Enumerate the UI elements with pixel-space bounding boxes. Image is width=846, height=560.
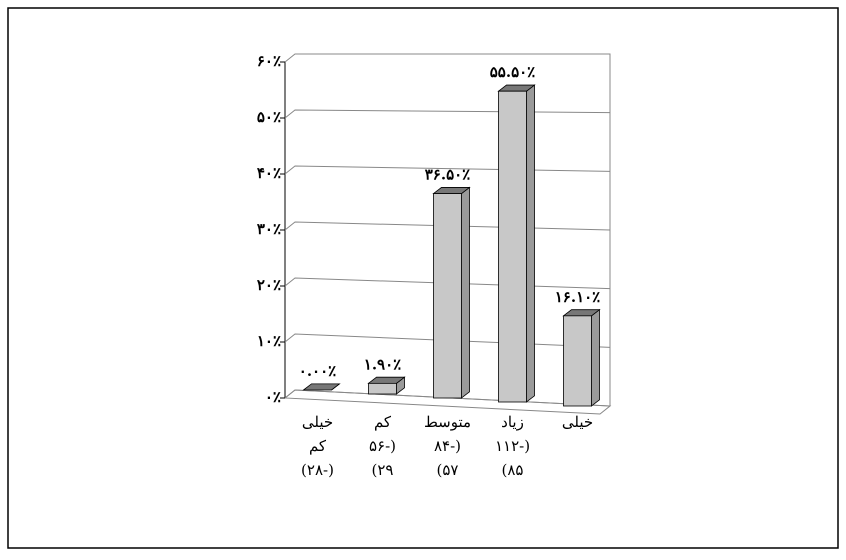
y-tick-label: ۱۰٪ — [257, 332, 281, 350]
bar-side — [527, 85, 535, 402]
bar-side — [462, 187, 470, 398]
x-tick-label: خیلی کم (-۲۸) — [282, 410, 354, 482]
bar — [564, 316, 592, 406]
y-tick-label: ۳۰٪ — [257, 220, 281, 238]
bar — [434, 194, 462, 398]
data-label: ۵۵.۵۰٪ — [490, 63, 536, 81]
data-label: ۱۶.۱۰٪ — [555, 288, 601, 306]
x-tick-label-box: کم (-۵۶ ۲۹) — [347, 410, 419, 530]
x-tick-label-box: خیلی کم (-۲۸) — [282, 410, 354, 530]
data-label: ۱.۹۰٪ — [364, 355, 401, 373]
x-tick-label: خیلی — [542, 410, 614, 434]
y-tick-label: ۶۰٪ — [257, 52, 281, 70]
x-tick-label: متوسط (-۸۴ ۵۷) — [412, 410, 484, 482]
y-tick-label: ۵۰٪ — [257, 108, 281, 126]
x-tick-label-box: متوسط (-۸۴ ۵۷) — [412, 410, 484, 530]
bar — [499, 91, 527, 402]
data-label: ۰.۰۰٪ — [299, 362, 336, 380]
data-label: ۳۶.۵۰٪ — [425, 166, 471, 184]
y-tick-label: ۰٪ — [265, 388, 281, 406]
y-tick-label: ۴۰٪ — [257, 164, 281, 182]
x-tick-label-box: خیلی — [542, 410, 614, 530]
x-tick-label-box: زیاد (-۱۱۲ ۸۵) — [477, 410, 549, 530]
x-tick-label: زیاد (-۱۱۲ ۸۵) — [477, 410, 549, 482]
bar-side — [592, 310, 600, 406]
chart: ۰٪ ۱۰٪ ۲۰٪ ۳۰٪ ۴۰٪ ۵۰٪ ۶۰٪ ۰.۰۰٪ خیلی کم (-۲۸) ۱.… — [0, 0, 846, 556]
bar — [369, 383, 397, 394]
y-tick-label: ۲۰٪ — [257, 276, 281, 294]
x-tick-label: کم (-۵۶ ۲۹) — [347, 410, 419, 482]
